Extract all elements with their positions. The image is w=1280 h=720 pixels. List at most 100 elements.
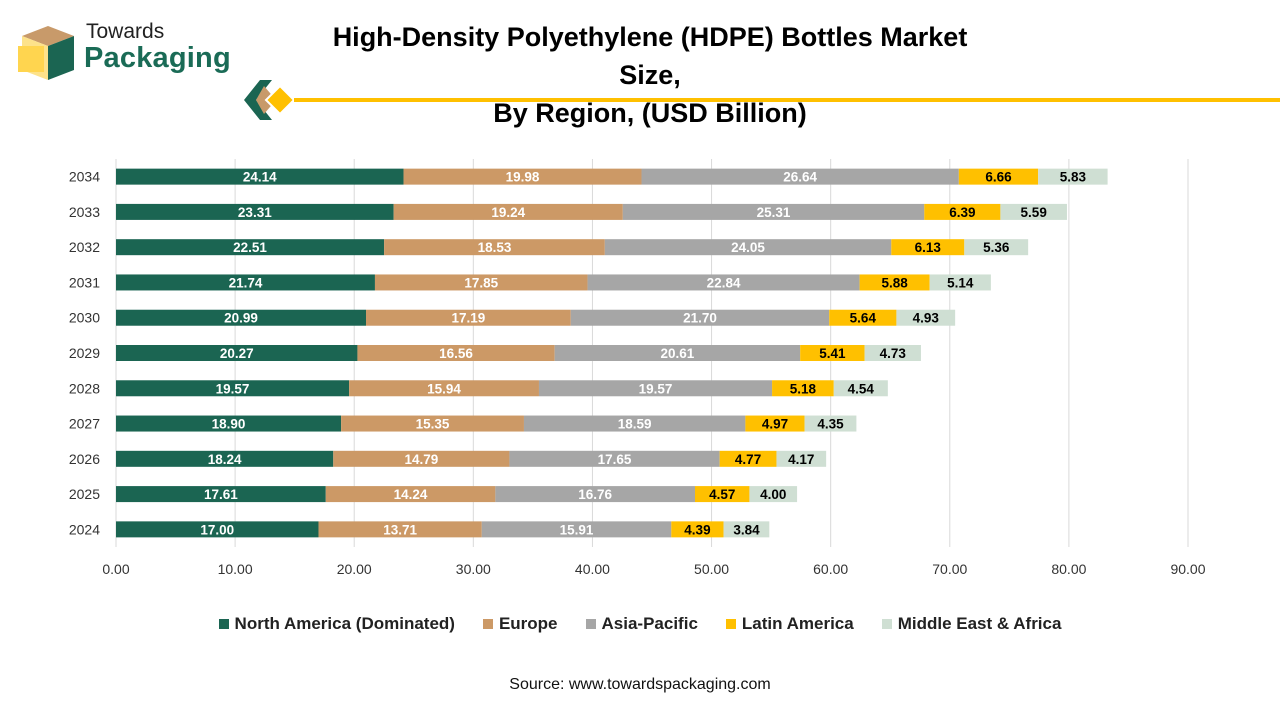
data-label: 20.61 — [661, 346, 695, 361]
x-tick-label: 80.00 — [1051, 561, 1086, 577]
x-tick-label: 0.00 — [102, 561, 129, 577]
y-tick-label: 2031 — [69, 274, 100, 290]
legend-swatch — [881, 619, 892, 629]
bar-segment — [833, 380, 888, 397]
data-label: 16.56 — [439, 346, 473, 361]
logo-text-bottom: Packaging — [84, 42, 231, 74]
bar-segment — [864, 345, 921, 361]
bar-segment — [554, 345, 801, 361]
data-label: 4.35 — [817, 417, 844, 432]
legend-item: Latin America — [725, 614, 854, 634]
bar-segment — [723, 521, 770, 538]
data-label: 4.97 — [762, 417, 788, 432]
data-label: 18.90 — [212, 417, 246, 432]
bar-segment — [116, 450, 334, 467]
y-tick-label: 2026 — [69, 451, 100, 467]
bar-segment — [800, 345, 865, 361]
data-label: 17.85 — [464, 275, 498, 290]
legend-swatch — [725, 619, 736, 629]
y-tick-label: 2024 — [69, 521, 100, 537]
data-label: 18.24 — [208, 452, 242, 467]
bar-segment — [641, 168, 959, 185]
legend-swatch — [218, 619, 229, 629]
bar-segment — [776, 450, 827, 467]
data-label: 4.39 — [684, 522, 710, 537]
legend-item: Middle East & Africa — [881, 614, 1062, 634]
chart-title-line-2: By Region, (USD Billion) — [493, 98, 807, 128]
x-tick-label: 40.00 — [575, 561, 610, 577]
bar-segment — [495, 486, 695, 503]
data-label: 14.79 — [404, 452, 438, 467]
bar-segment — [481, 521, 672, 538]
bar-segment — [570, 309, 830, 326]
data-label: 17.61 — [204, 487, 238, 502]
x-tick-label: 90.00 — [1170, 561, 1205, 577]
bar-segment — [318, 521, 482, 538]
data-label: 20.27 — [220, 346, 254, 361]
x-tick-label: 60.00 — [813, 561, 848, 577]
data-label: 16.76 — [578, 487, 612, 502]
data-label: 21.74 — [229, 275, 263, 290]
data-label: 3.84 — [733, 522, 760, 537]
bar-segment — [509, 450, 720, 467]
data-label: 4.54 — [848, 381, 875, 396]
bar-segment — [587, 274, 860, 291]
bar-segment — [719, 450, 777, 467]
bar-segment — [604, 239, 892, 256]
bar-segment — [116, 239, 385, 256]
data-label: 5.64 — [850, 311, 877, 326]
data-label: 5.88 — [881, 275, 908, 290]
bar-segment — [403, 168, 642, 185]
bar-segment — [1038, 168, 1108, 185]
y-tick-label: 2029 — [69, 345, 100, 361]
brand-logo: Towards Packaging — [18, 18, 258, 88]
bar-segment — [341, 415, 524, 432]
data-label: 14.24 — [394, 487, 428, 502]
bar-segment — [772, 380, 834, 397]
data-label: 4.77 — [735, 452, 761, 467]
data-label: 18.53 — [478, 240, 512, 255]
bar-segment — [366, 309, 571, 326]
bar-segment — [829, 309, 897, 326]
x-tick-label: 50.00 — [694, 561, 729, 577]
y-tick-label: 2030 — [69, 310, 100, 326]
box-logo-icon — [18, 26, 74, 80]
data-label: 25.31 — [757, 205, 791, 220]
bar-segment — [393, 203, 623, 220]
bar-segment — [964, 239, 1029, 256]
data-label: 19.98 — [506, 170, 540, 185]
data-label: 26.64 — [783, 170, 817, 185]
legend-item: Europe — [482, 614, 558, 634]
bar-segment — [333, 450, 510, 467]
bar-segment — [804, 415, 857, 432]
legend-item: North America (Dominated) — [218, 614, 455, 634]
chart-title: High-Density Polyethylene (HDPE) Bottles… — [300, 18, 1000, 132]
y-tick-label: 2028 — [69, 380, 100, 396]
data-label: 5.59 — [1021, 205, 1047, 220]
bar-segment — [671, 521, 724, 538]
data-label: 23.31 — [238, 205, 272, 220]
data-label: 22.51 — [233, 240, 267, 255]
bar-segment — [538, 380, 773, 397]
data-label: 17.00 — [200, 522, 234, 537]
chart-title-line-1: High-Density Polyethylene (HDPE) Bottles… — [332, 22, 968, 90]
y-tick-label: 2027 — [69, 416, 100, 432]
bar-segment — [349, 380, 539, 397]
logo-text-top: Towards — [86, 20, 165, 43]
data-label: 5.83 — [1060, 170, 1087, 185]
data-label: 21.70 — [683, 311, 717, 326]
data-label: 17.19 — [451, 311, 485, 326]
legend-label: Middle East & Africa — [897, 614, 1062, 633]
data-label: 5.36 — [983, 240, 1010, 255]
data-label: 18.59 — [618, 417, 652, 432]
legend-label: Europe — [498, 614, 558, 633]
bar-segment — [749, 486, 798, 503]
title-divider — [244, 80, 1280, 120]
bar-segment — [116, 521, 319, 538]
bar-segment — [859, 274, 930, 291]
bar-segment — [523, 415, 746, 432]
x-tick-label: 10.00 — [218, 561, 253, 577]
bar-segment — [1000, 203, 1067, 220]
bar-segment — [694, 486, 750, 503]
